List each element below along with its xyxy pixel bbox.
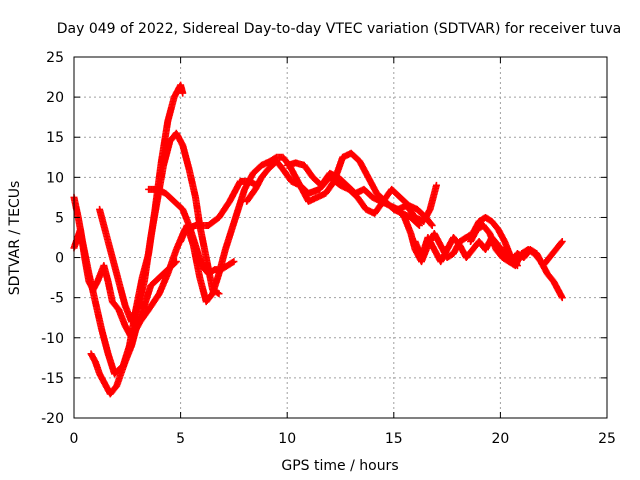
- data-point: [558, 238, 566, 246]
- data-point: [230, 258, 238, 266]
- data-point: [171, 259, 179, 267]
- x-axis-label: GPS time / hours: [281, 458, 398, 474]
- x-tick-label: 0: [70, 431, 79, 447]
- series-track-6: [177, 149, 423, 306]
- data-point: [229, 258, 237, 266]
- data-point: [427, 220, 435, 228]
- data-point: [172, 258, 180, 266]
- x-tick-label: 15: [385, 431, 403, 447]
- series-track-4: [87, 258, 180, 398]
- y-tick-label: 15: [46, 130, 64, 146]
- y-tick-label: 10: [46, 170, 64, 186]
- data-point: [428, 221, 436, 229]
- plot-frame: [73, 56, 608, 419]
- data-point: [179, 89, 187, 97]
- data-point: [215, 290, 223, 298]
- y-tick-label: -10: [41, 331, 64, 347]
- x-tick-labels: 0 5 10 15 20 25: [70, 431, 616, 447]
- y-tick-label: 0: [55, 251, 64, 267]
- y-tick-label: -15: [41, 371, 64, 387]
- x-tick-label: 5: [176, 431, 185, 447]
- y-tick-label: 5: [55, 210, 64, 226]
- chart-title: Day 049 of 2022, Sidereal Day-to-day VTE…: [57, 21, 621, 37]
- series-track-11: [467, 221, 566, 302]
- y-tick-label: 20: [46, 90, 64, 106]
- x-tick-label: 20: [491, 431, 509, 447]
- series-track-2: [70, 81, 187, 378]
- x-tick-label: 10: [278, 431, 296, 447]
- data-point: [558, 294, 566, 302]
- y-tick-labels: -20 -15 -10 -5 0 5 10 15 20 25: [41, 50, 64, 427]
- y-tick-label: 25: [46, 50, 64, 66]
- data-point: [432, 181, 440, 189]
- series-track-8: [283, 159, 440, 225]
- data-point: [557, 239, 565, 247]
- x-tick-label: 25: [598, 431, 616, 447]
- data-points: [70, 81, 566, 398]
- y-axis-label: SDTVAR / TECUs: [7, 181, 23, 296]
- y-tick-label: -20: [41, 411, 64, 427]
- y-tick-label: -5: [50, 291, 64, 307]
- axis-ticks: [73, 56, 608, 419]
- data-point: [415, 221, 423, 229]
